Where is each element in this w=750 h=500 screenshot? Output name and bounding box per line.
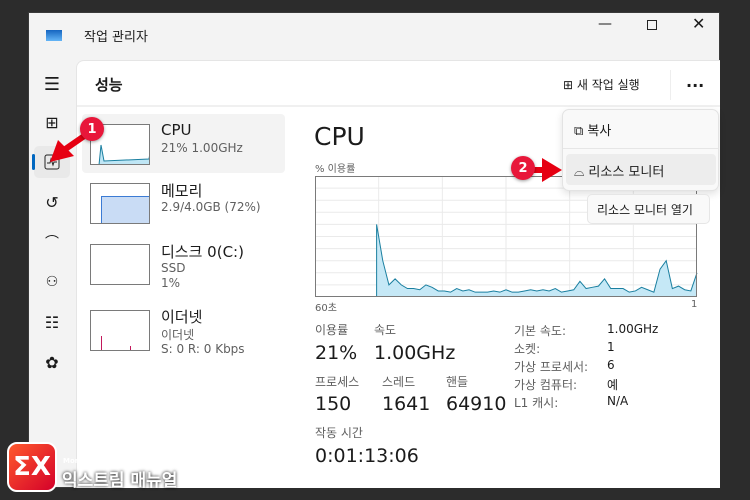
device-sub2-ethernet: S: 0 R: 0 Kbps [161, 342, 245, 356]
header-separator [670, 70, 671, 100]
spec-value: 예 [607, 378, 619, 392]
new-task-icon: ⊞ [563, 78, 577, 92]
device-sub-ethernet: 이더넷 [161, 328, 195, 342]
spec-label: 가상 컴퓨터: [514, 378, 578, 392]
gauge-icon: ⌓ [574, 165, 589, 180]
cpu-title: CPU [314, 122, 365, 151]
header-divider [77, 105, 720, 107]
device-name-memory[interactable]: 메모리 [161, 182, 203, 200]
speed-label: 속도 [374, 323, 397, 337]
handles-value: 64910 [446, 393, 507, 415]
watermark-tagline: More Better IT Life [63, 457, 138, 465]
utilization-value: 21% [315, 342, 358, 364]
processes-icon[interactable]: ⊞ [45, 112, 59, 132]
close-button[interactable]: ✕ [692, 14, 706, 33]
app-history-icon[interactable]: ↺ [45, 192, 59, 212]
chart-x-right: 1 [691, 299, 698, 310]
device-name-disk[interactable]: 디스크 0(C:) [161, 243, 244, 261]
spec-label: L1 캐시: [514, 396, 559, 410]
copy-icon: ⧉ [574, 124, 588, 139]
ethernet-thumbnail [90, 310, 150, 351]
app-logo-icon [46, 30, 62, 41]
hamburger-icon[interactable]: ☰ [43, 73, 61, 95]
tooltip-text: 리소스 모니터 열기 [597, 203, 693, 217]
menu-item-copy[interactable]: ⧉ 복사 [574, 124, 612, 139]
more-options-button[interactable]: ... [686, 72, 705, 91]
uptime-label: 작동 시간 [315, 426, 363, 440]
annotation-arrow-2 [530, 158, 562, 182]
tooltip [587, 194, 710, 224]
usage-line [376, 224, 698, 297]
window-title: 작업 관리자 [84, 30, 148, 45]
utilization-label: 이용률 [315, 323, 349, 337]
minimize-button[interactable]: — [598, 16, 612, 32]
threads-value: 1641 [382, 393, 431, 415]
device-sub2-disk: 1% [161, 276, 181, 290]
chart-border [315, 176, 697, 297]
handles-label: 핸들 [446, 375, 469, 389]
startup-icon[interactable]: ⌒ [45, 235, 59, 251]
spec-value: 6 [607, 358, 615, 372]
details-icon[interactable]: ☷ [44, 312, 60, 332]
uptime-value: 0:01:13:06 [315, 445, 419, 467]
watermark-logo-icon: ΣX [7, 442, 57, 492]
speed-value: 1.00GHz [374, 342, 456, 364]
watermark-name: 익스트림 매뉴얼 [62, 471, 178, 491]
spec-label: 소켓: [514, 342, 541, 356]
device-sub-memory: 2.9/4.0GB (72%) [161, 200, 261, 214]
processes-label: 프로세스 [315, 375, 360, 389]
maximize-button[interactable] [647, 20, 657, 30]
spec-value: 1 [607, 340, 615, 354]
chart-x-left: 60초 [315, 303, 337, 314]
usage-area [376, 224, 697, 297]
annotation-badge-1: 1 [80, 117, 104, 141]
menu-item-resource-monitor[interactable] [566, 154, 716, 185]
annotation-badge-2: 2 [511, 156, 535, 180]
active-indicator [32, 154, 35, 170]
menu-item-resource-monitor-label: ⌓ 리소스 모니터 [574, 165, 665, 180]
page-title: 성능 [95, 76, 123, 94]
processes-value: 150 [315, 393, 352, 415]
device-sub-disk: SSD [161, 261, 186, 275]
services-icon[interactable]: ✿ [45, 352, 59, 372]
chart-label: % 이용률 [315, 164, 356, 175]
device-name-ethernet[interactable]: 이더넷 [161, 308, 203, 326]
threads-label: 스레드 [382, 375, 416, 389]
device-sub-cpu: 21% 1.00GHz [161, 141, 243, 155]
spec-label: 기본 속도: [514, 324, 567, 338]
device-name-cpu[interactable]: CPU [161, 121, 192, 139]
spec-value: 1.00GHz [607, 322, 659, 336]
disk-thumbnail [90, 244, 150, 285]
memory-thumbnail [90, 183, 150, 224]
users-icon[interactable]: ⚇ [45, 274, 59, 290]
spec-value: N/A [607, 394, 629, 408]
menu-separator [563, 148, 718, 149]
run-task-button[interactable]: ⊞ 새 작업 실행 [563, 78, 640, 92]
spec-label: 가상 프로세서: [514, 360, 589, 374]
